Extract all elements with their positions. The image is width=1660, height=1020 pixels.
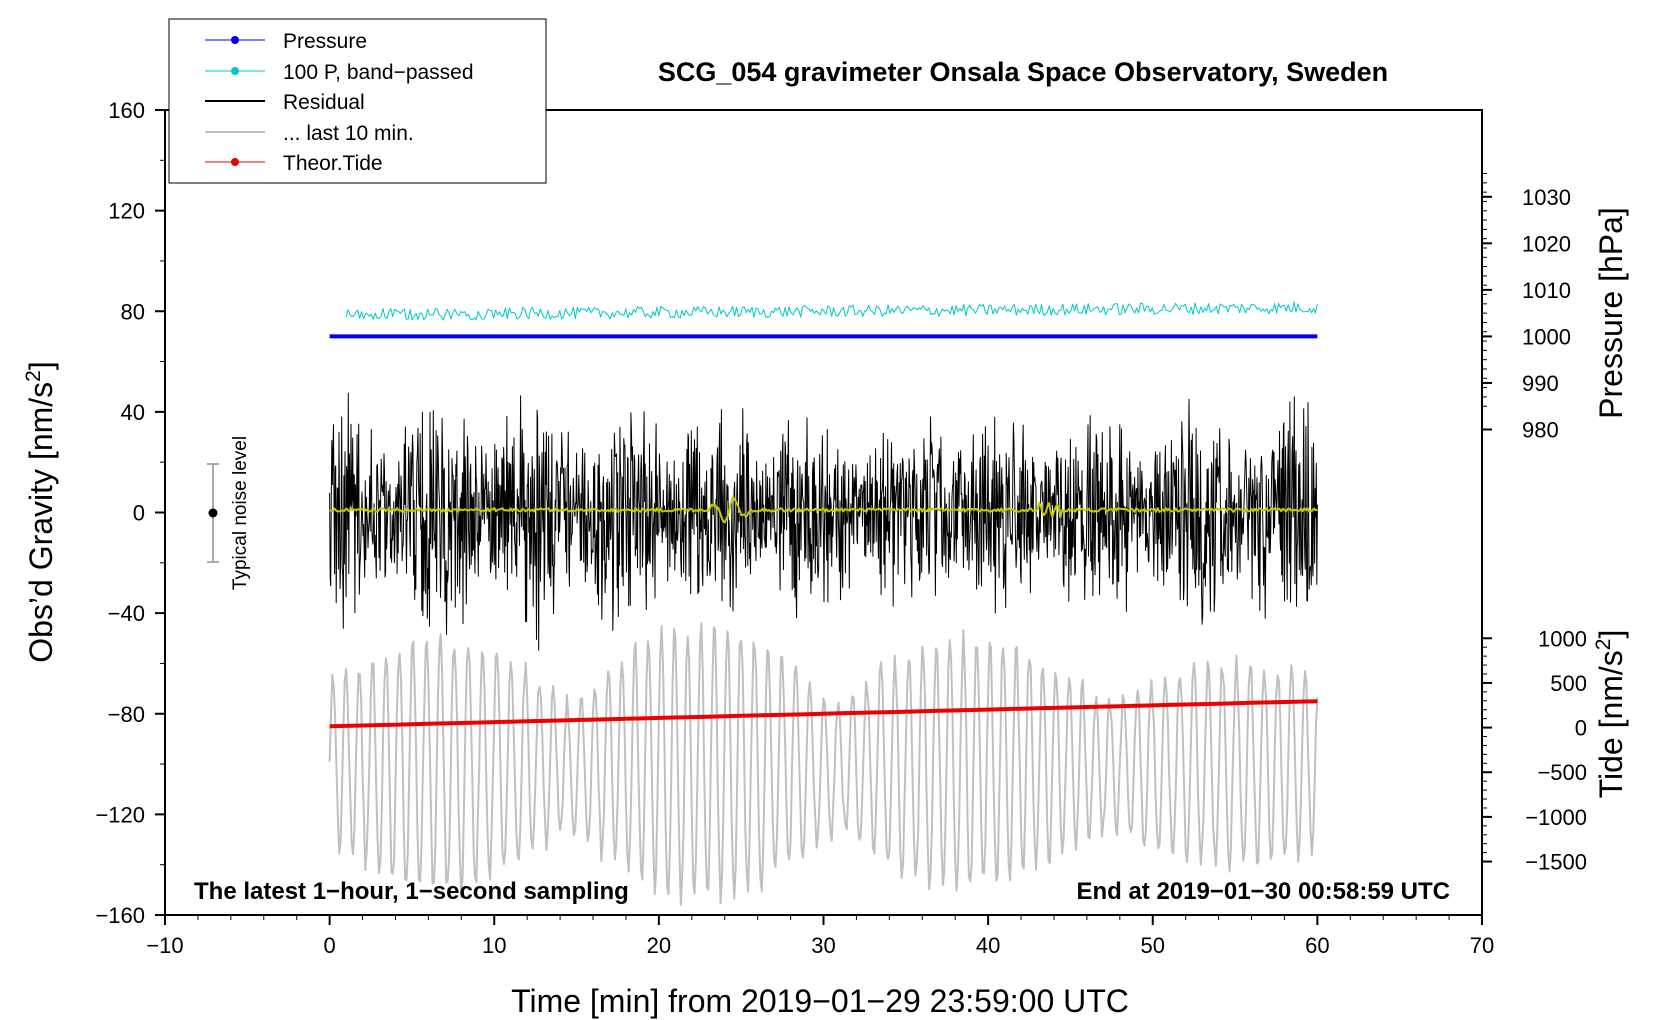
pressure-tick-label: 990 [1522, 371, 1559, 396]
legend-marker-bandpassed [231, 67, 239, 75]
y-tick-label: −160 [95, 903, 145, 928]
y-tick-label: 160 [108, 98, 145, 123]
tide-tick-label: 0 [1575, 716, 1587, 741]
legend-marker-pressure [231, 36, 239, 44]
x-tick-label: 50 [1141, 933, 1165, 958]
tide-tick-label: 1000 [1538, 626, 1587, 651]
tide-tick-label: −500 [1537, 760, 1587, 785]
pressure-tick-label: 980 [1522, 417, 1559, 442]
series-residual [329, 392, 1318, 651]
tide-axis-label: Tide [nm/s2] [1592, 630, 1629, 799]
y-tick-label: 80 [121, 299, 145, 324]
noise-level-label: Typical noise level [230, 436, 251, 590]
pressure-tick-label: 1020 [1522, 231, 1571, 256]
series-residual-smoothed [329, 495, 1318, 524]
pressure-tick-label: 1000 [1522, 324, 1571, 349]
axis-ticks: −10 0 10 20 30 40 50 60 7016012080400−40−80−120−… [95, 98, 1587, 958]
y-tick-label: 0 [133, 501, 145, 526]
legend-label-last10: ... last 10 min. [283, 122, 414, 145]
y-tick-label: −120 [95, 802, 145, 827]
series-theoretical-tide [329, 699, 1318, 729]
legend: Pressure 100 P, band−passed Residual ...… [168, 18, 547, 184]
series-pressure-bandpassed [345, 301, 1318, 321]
pressure-tick-label: 1030 [1522, 185, 1571, 210]
y-tick-label: 40 [121, 400, 145, 425]
noise-level-indicator: Typical noise level [207, 436, 251, 590]
series-last-10-min [328, 622, 1319, 906]
x-tick-label: 60 [1305, 933, 1329, 958]
legend-items: Pressure 100 P, band−passed Residual ...… [205, 30, 474, 175]
x-tick-label: 10 [482, 933, 506, 958]
x-tick-label: 70 [1470, 933, 1494, 958]
legend-marker-tide [231, 158, 239, 166]
y-tick-label: −40 [108, 601, 145, 626]
legend-label-bandpassed: 100 P, band−passed [283, 61, 474, 84]
x-tick-label: 40 [976, 933, 1000, 958]
tide-tick-label: −1000 [1525, 805, 1587, 830]
x-axis-label: Time [min] from 2019−01−29 23:59:00 UTC [511, 983, 1129, 1019]
tide-tick-label: 500 [1550, 671, 1587, 696]
annotation-left: The latest 1−hour, 1−second sampling [194, 878, 629, 905]
y-axis-label: Obs’d Gravity [nm/s2] [22, 361, 59, 663]
annotation-right: End at 2019−01−30 00:58:59 UTC [1076, 878, 1450, 905]
legend-label-tide: Theor.Tide [283, 152, 383, 175]
legend-label-residual: Residual [283, 91, 365, 114]
pressure-axis-label: Pressure [hPa] [1593, 207, 1629, 419]
plot-series-group [328, 301, 1319, 906]
x-tick-label: −10 [146, 933, 183, 958]
tide-tick-label: −1500 [1525, 850, 1587, 875]
y-tick-label: 120 [108, 199, 145, 224]
x-tick-label: 30 [811, 933, 835, 958]
pressure-tick-label: 1010 [1522, 278, 1571, 303]
legend-label-pressure: Pressure [283, 30, 367, 53]
x-tick-label: 0 [324, 933, 336, 958]
x-tick-label: 20 [647, 933, 671, 958]
chart-title: SCG_054 gravimeter Onsala Space Observat… [658, 57, 1388, 87]
noise-center-dot [208, 508, 218, 518]
y-tick-label: −80 [108, 702, 145, 727]
